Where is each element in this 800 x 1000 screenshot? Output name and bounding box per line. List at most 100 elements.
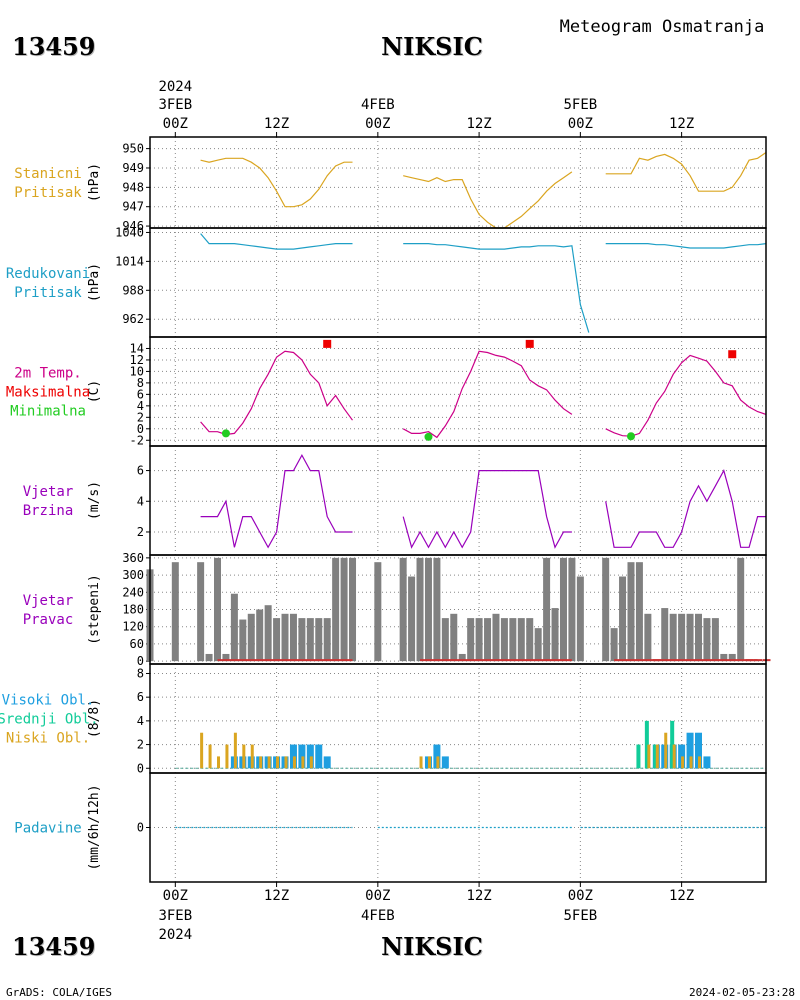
direction-bar	[610, 628, 618, 662]
cloud-bar	[250, 744, 254, 769]
y-tick-label: 10	[130, 364, 144, 378]
series-line-station_pressure	[200, 157, 353, 208]
panel-label: Vjetar	[23, 593, 74, 609]
panel-wind_speed: 2 4 6 (m/s) Vjetar Brzina	[23, 445, 767, 556]
y-tick-label: 180	[122, 603, 144, 617]
panel-label: Brzina	[23, 503, 74, 519]
y-axis-label: (8/8)	[87, 699, 102, 738]
y-axis-label: (stepeni)	[87, 574, 102, 644]
direction-bar	[627, 562, 635, 662]
y-tick-label: 962	[122, 312, 144, 326]
panels: 946947948949950(hPa)StanicniPritisak9629…	[0, 136, 771, 883]
chart-title: Meteogram Osmatranja	[560, 17, 765, 37]
direction-bar	[416, 557, 424, 662]
y-tick-label: 988	[122, 283, 144, 297]
cloud-bar	[242, 744, 246, 769]
panel-frame	[149, 336, 767, 447]
day-label: 5FEB	[563, 908, 597, 924]
panel-cloud_cover: 0 2 4 6 8 (8/8)Visoki Obl. Srednji Obl. Niski O…	[0, 663, 767, 775]
tmin-marker	[626, 432, 635, 441]
cloud-bar	[655, 744, 659, 769]
direction-bar	[323, 618, 331, 662]
direction-bar	[289, 613, 297, 662]
time-label: 12Z	[264, 116, 289, 132]
time-label: 00Z	[365, 116, 390, 132]
cloud-bar	[436, 756, 440, 769]
footer-right: 2024-02-05-23:28	[689, 986, 795, 999]
panel-label: Pravac	[23, 612, 74, 628]
tmax-marker	[525, 339, 534, 348]
direction-bar	[686, 613, 694, 662]
direction-bar	[526, 618, 534, 662]
time-label: 12Z	[466, 888, 491, 904]
series-line-station_pressure	[605, 152, 767, 192]
day-label: 3FEB	[158, 97, 192, 113]
series-line-station_pressure	[403, 171, 573, 229]
y-tick-label: 360	[122, 551, 144, 565]
direction-bar	[332, 557, 340, 662]
y-tick-label: 4	[137, 399, 144, 413]
cloud-bar	[681, 756, 685, 769]
direction-bar	[559, 557, 567, 662]
panel-label: Visoki Obl.	[2, 693, 95, 709]
time-label: 12Z	[466, 116, 491, 132]
series-line-reduced_pressure	[403, 243, 590, 333]
cloud-bar	[427, 756, 431, 769]
panel-label: Minimalna	[10, 404, 86, 420]
direction-bar	[247, 613, 255, 662]
direction-bar	[517, 618, 525, 662]
y-tick-label: 120	[122, 620, 144, 634]
direction-bar	[306, 618, 314, 662]
cloud-bar	[276, 756, 280, 769]
direction-bar	[509, 618, 517, 662]
panel-label: Vjetar	[23, 484, 74, 500]
y-tick-label: 2	[137, 410, 144, 424]
time-label: 00Z	[568, 116, 593, 132]
cloud-bar	[653, 744, 658, 769]
cloud-bar	[200, 732, 204, 769]
direction-bar	[694, 613, 702, 662]
series-line-reduced_pressure	[605, 243, 767, 249]
direction-bar	[534, 628, 542, 662]
direction-bar	[644, 613, 652, 662]
y-tick-label: 240	[122, 585, 144, 599]
y-tick-label: 4	[137, 494, 144, 508]
cloud-bar	[686, 732, 694, 769]
panel-frame	[149, 136, 767, 229]
y-tick-label: 947	[122, 200, 144, 214]
cloud-bar	[670, 720, 675, 769]
cloud-bar	[697, 756, 701, 769]
series-line-wind_speed	[200, 453, 353, 549]
direction-bar	[374, 562, 382, 662]
panel-label: Srednji Obl.	[0, 712, 99, 728]
y-axis-label: (C)	[87, 380, 102, 403]
cloud-bar	[694, 732, 702, 769]
footer-left: GrADS: COLA/IGES	[6, 986, 112, 999]
direction-bar	[543, 557, 551, 662]
direction-calm-bar	[754, 659, 763, 662]
cloud-bar	[217, 756, 221, 769]
y-tick-label: 946	[122, 219, 144, 233]
y-axis-label: (hPa)	[87, 263, 102, 302]
direction-bar	[467, 618, 475, 662]
direction-bar	[205, 653, 213, 662]
direction-bar	[711, 618, 719, 662]
direction-bar	[408, 576, 416, 662]
cloud-bar	[267, 756, 271, 769]
direction-bar	[340, 557, 348, 662]
cloud-bar	[309, 756, 313, 769]
direction-bar	[669, 613, 677, 662]
direction-bar	[703, 618, 711, 662]
y-tick-label: 6	[137, 690, 144, 704]
cloud-bar	[647, 744, 651, 769]
time-label: 12Z	[264, 888, 289, 904]
tmin-marker	[221, 429, 230, 438]
y-tick-label: 0	[137, 821, 144, 835]
cloud-bar	[636, 744, 641, 769]
top-time-axis: 00Z 3FEB 2024 12Z 00Z 4FEB 12Z 00Z 5FEB 12Z	[158, 79, 694, 137]
tmax-marker	[323, 339, 332, 348]
direction-bar	[298, 618, 306, 662]
direction-bar	[551, 608, 559, 662]
direction-bar	[450, 613, 458, 662]
panel-frame	[149, 772, 767, 883]
